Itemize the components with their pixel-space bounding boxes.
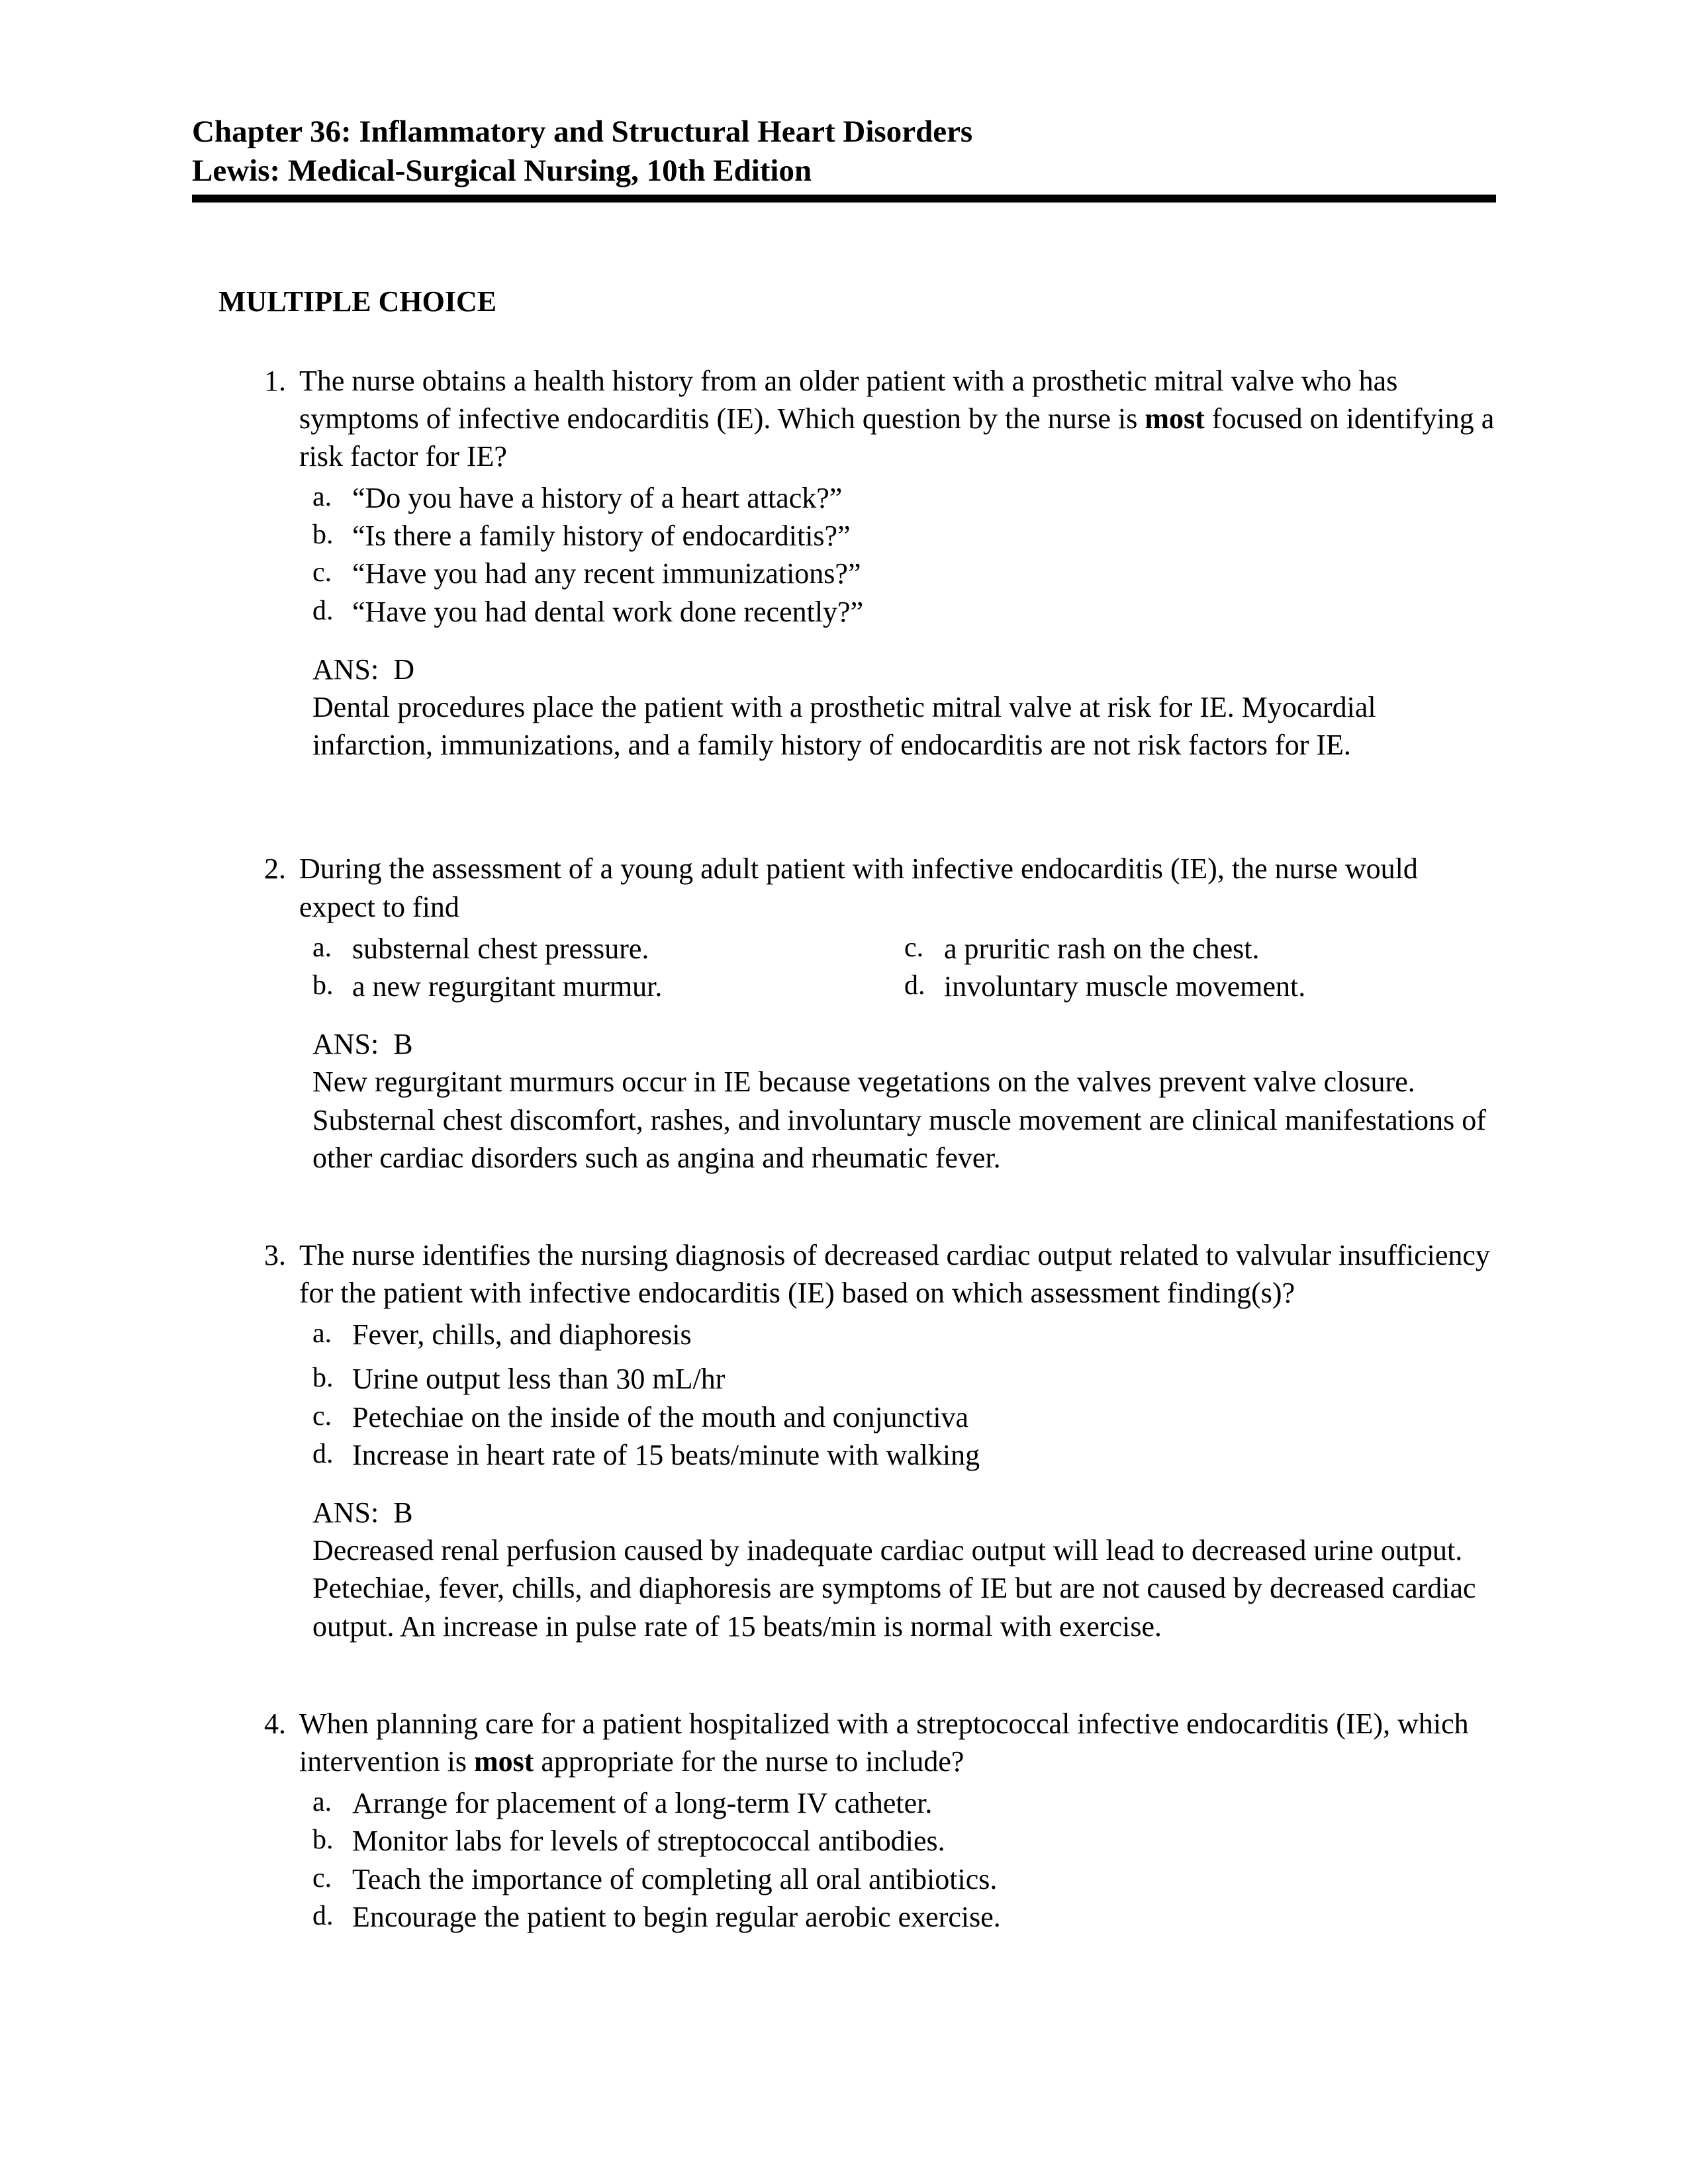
header-title-2: Lewis: Medical-Surgical Nursing, 10th Ed…	[192, 152, 1496, 191]
choice-item: c.Petechiae on the inside of the mouth a…	[312, 1398, 1496, 1436]
question-item: 1. The nurse obtains a health history fr…	[258, 362, 1496, 764]
section-heading: MULTIPLE CHOICE	[218, 285, 1496, 318]
question-number: 4.	[258, 1705, 299, 1743]
choice-letter: c.	[312, 1860, 352, 1897]
answer-block: ANS: B New regurgitant murmurs occur in …	[312, 1025, 1496, 1177]
choice-list: a.“Do you have a history of a heart atta…	[312, 479, 1496, 631]
question-stem: The nurse obtains a health history from …	[299, 362, 1496, 476]
choice-item: a.Fever, chills, and diaphoresis	[312, 1316, 1496, 1353]
stem-text-pre: During the assessment of a young adult p…	[299, 852, 1418, 923]
choice-letter: c.	[312, 1398, 352, 1435]
answer-line: ANS: B	[312, 1025, 1496, 1063]
choice-item: c.“Have you had any recent immunizations…	[312, 555, 1496, 592]
page-container: Chapter 36: Inflammatory and Structural …	[0, 0, 1688, 2128]
choice-letter: d.	[312, 1436, 352, 1473]
choice-letter: b.	[312, 1822, 352, 1858]
answer-line: ANS: D	[312, 651, 1496, 688]
choice-text: “Have you had dental work done recently?…	[352, 593, 1496, 631]
choice-text: involuntary muscle movement.	[944, 968, 1496, 1005]
stem-text-pre: The nurse identifies the nursing diagnos…	[299, 1239, 1490, 1309]
choice-letter: b.	[312, 517, 352, 553]
choice-text: Arrange for placement of a long-term IV …	[352, 1784, 1496, 1822]
answer-block: ANS: D Dental procedures place the patie…	[312, 651, 1496, 764]
choice-text: “Do you have a history of a heart attack…	[352, 479, 1496, 517]
choice-item: c.a pruritic rash on the chest.	[904, 930, 1496, 968]
question-list: 1. The nurse obtains a health history fr…	[258, 362, 1496, 1936]
header-divider	[192, 195, 1496, 203]
choice-item: d.involuntary muscle movement.	[904, 968, 1496, 1005]
choice-letter: c.	[904, 930, 944, 966]
choice-text: Fever, chills, and diaphoresis	[352, 1316, 1496, 1353]
choice-item: b.“Is there a family history of endocard…	[312, 517, 1496, 555]
question-stem: When planning care for a patient hospita…	[299, 1705, 1496, 1780]
choice-item: b.a new regurgitant murmur.	[312, 968, 904, 1005]
choice-letter: d.	[312, 593, 352, 629]
choice-text: Increase in heart rate of 15 beats/minut…	[352, 1436, 1496, 1474]
stem-text-post: appropriate for the nurse to include?	[534, 1745, 964, 1778]
header-title-1: Chapter 36: Inflammatory and Structural …	[192, 113, 1496, 152]
question-stem: The nurse identifies the nursing diagnos…	[299, 1236, 1496, 1312]
choice-col-right: c.a pruritic rash on the chest. d.involu…	[904, 930, 1496, 1005]
choice-item: b.Monitor labs for levels of streptococc…	[312, 1822, 1496, 1860]
choice-item: d.“Have you had dental work done recentl…	[312, 593, 1496, 631]
choice-list: a.Fever, chills, and diaphoresis b.Urine…	[312, 1316, 1496, 1474]
choice-text: a new regurgitant murmur.	[352, 968, 904, 1005]
choice-letter: a.	[312, 479, 352, 516]
choice-item: b.Urine output less than 30 mL/hr	[312, 1360, 1496, 1398]
choice-item: a.Arrange for placement of a long-term I…	[312, 1784, 1496, 1822]
question-number: 1.	[258, 362, 299, 400]
question-number: 2.	[258, 850, 299, 887]
choice-letter: b.	[312, 1360, 352, 1396]
choice-list-two-col: a.substernal chest pressure. b.a new reg…	[312, 930, 1496, 1005]
rationale-text: Dental procedures place the patient with…	[312, 688, 1496, 764]
choice-text: Teach the importance of completing all o…	[352, 1860, 1496, 1898]
choice-letter: d.	[312, 1898, 352, 1934]
choice-item: a.substernal chest pressure.	[312, 930, 904, 968]
choice-col-left: a.substernal chest pressure. b.a new reg…	[312, 930, 904, 1005]
choice-item: d.Increase in heart rate of 15 beats/min…	[312, 1436, 1496, 1474]
choice-text: “Have you had any recent immunizations?”	[352, 555, 1496, 592]
choice-text: Encourage the patient to begin regular a…	[352, 1898, 1496, 1936]
choice-list: a.Arrange for placement of a long-term I…	[312, 1784, 1496, 1936]
choice-text: Urine output less than 30 mL/hr	[352, 1360, 1496, 1398]
choice-letter: d.	[904, 968, 944, 1004]
choice-item: a.“Do you have a history of a heart atta…	[312, 479, 1496, 517]
question-number: 3.	[258, 1236, 299, 1274]
choice-item: d.Encourage the patient to begin regular…	[312, 1898, 1496, 1936]
choice-letter: b.	[312, 968, 352, 1004]
rationale-text: New regurgitant murmurs occur in IE beca…	[312, 1063, 1496, 1177]
choice-text: Monitor labs for levels of streptococcal…	[352, 1822, 1496, 1860]
choice-letter: c.	[312, 555, 352, 591]
choice-text: Petechiae on the inside of the mouth and…	[352, 1398, 1496, 1436]
answer-block: ANS: B Decreased renal perfusion caused …	[312, 1494, 1496, 1645]
choice-text: “Is there a family history of endocardit…	[352, 517, 1496, 555]
choice-letter: a.	[312, 1316, 352, 1352]
question-item: 3. The nurse identifies the nursing diag…	[258, 1236, 1496, 1645]
choice-letter: a.	[312, 1784, 352, 1821]
document-header: Chapter 36: Inflammatory and Structural …	[192, 113, 1496, 203]
choice-text: a pruritic rash on the chest.	[944, 930, 1496, 968]
choice-text: substernal chest pressure.	[352, 930, 904, 968]
question-item: 2. During the assessment of a young adul…	[258, 850, 1496, 1177]
question-item: 4. When planning care for a patient hosp…	[258, 1705, 1496, 1936]
choice-letter: a.	[312, 930, 352, 966]
choice-item: c.Teach the importance of completing all…	[312, 1860, 1496, 1898]
stem-text-bold: most	[1145, 402, 1204, 435]
answer-line: ANS: B	[312, 1494, 1496, 1531]
stem-text-bold: most	[474, 1745, 534, 1778]
question-stem: During the assessment of a young adult p…	[299, 850, 1496, 925]
rationale-text: Decreased renal perfusion caused by inad…	[312, 1531, 1496, 1645]
